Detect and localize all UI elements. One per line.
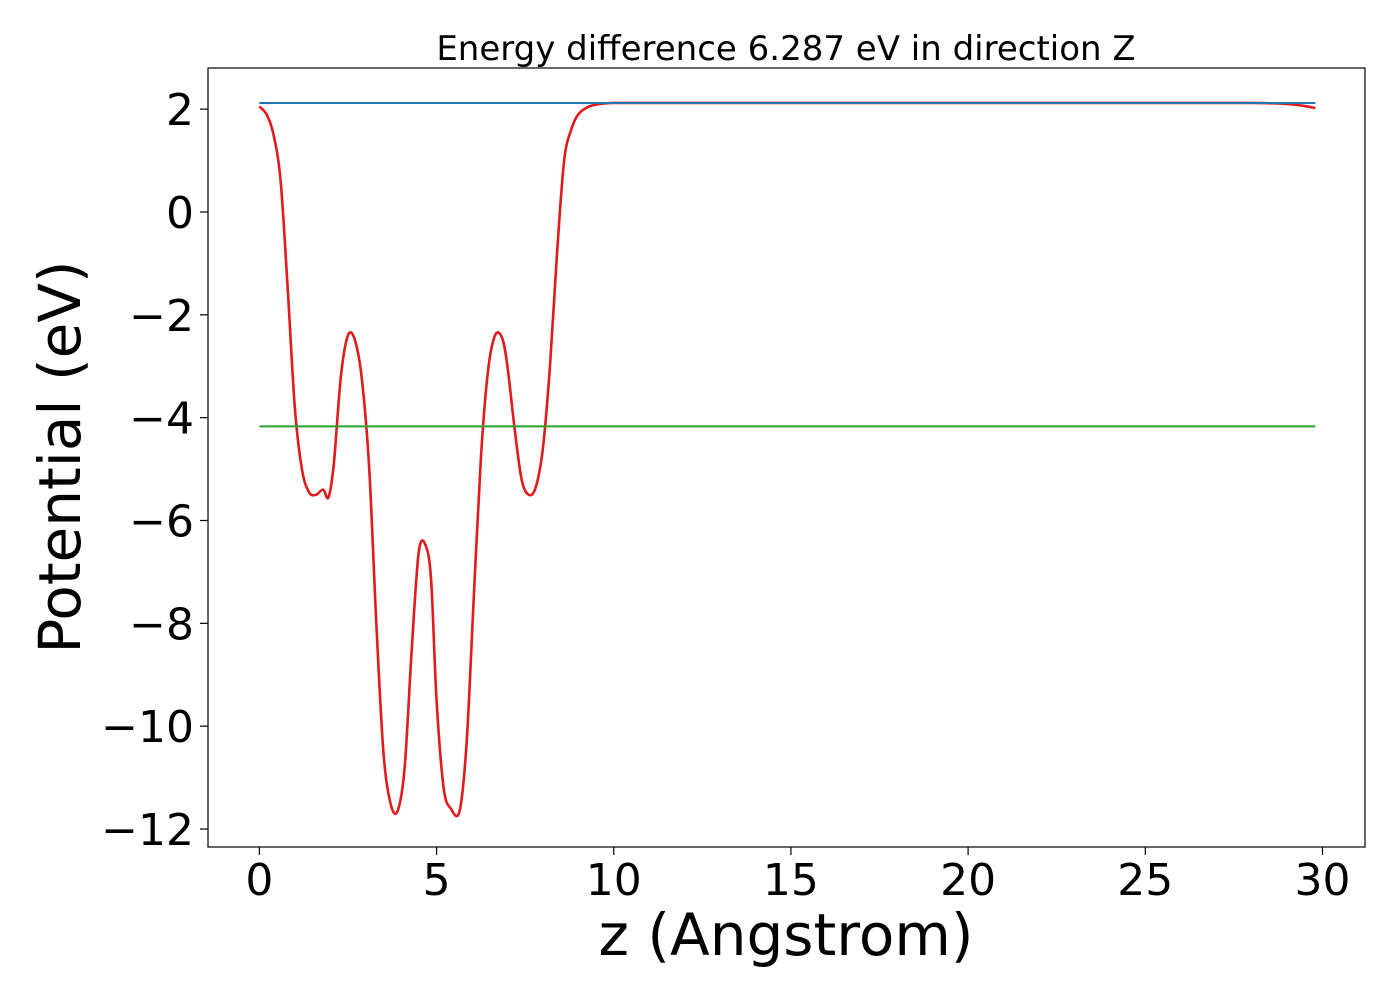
y-tick-label: −4 bbox=[129, 394, 194, 445]
x-tick-label: 5 bbox=[423, 855, 451, 906]
y-tick-label: −6 bbox=[129, 496, 194, 547]
x-axis-label: z (Angstrom) bbox=[599, 901, 974, 969]
y-tick-label: 0 bbox=[166, 188, 194, 239]
y-tick-label: −12 bbox=[101, 805, 194, 856]
plot-area bbox=[258, 101, 1316, 818]
x-tick-label: 0 bbox=[245, 855, 273, 906]
x-tick-label: 15 bbox=[763, 855, 819, 906]
x-axis: 0 5 10 15 20 25 30 bbox=[245, 847, 1350, 906]
y-axis-label: Potential (eV) bbox=[26, 260, 94, 653]
chart-title: Energy difference 6.287 eV in direction … bbox=[436, 29, 1135, 69]
y-tick-label: 2 bbox=[166, 85, 194, 136]
series-line-0 bbox=[258, 101, 1316, 818]
x-tick-label: 20 bbox=[940, 855, 996, 906]
x-tick-label: 25 bbox=[1117, 855, 1173, 906]
y-axis: 2 0 −2 −4 −6 −8 −10 −12 bbox=[101, 85, 208, 856]
plot-frame bbox=[207, 67, 1366, 848]
x-tick-label: 10 bbox=[586, 855, 642, 906]
y-tick-label: −10 bbox=[101, 702, 194, 753]
y-tick-label: −8 bbox=[129, 599, 194, 650]
x-tick-label: 30 bbox=[1294, 855, 1350, 906]
y-tick-label: −2 bbox=[129, 291, 194, 342]
